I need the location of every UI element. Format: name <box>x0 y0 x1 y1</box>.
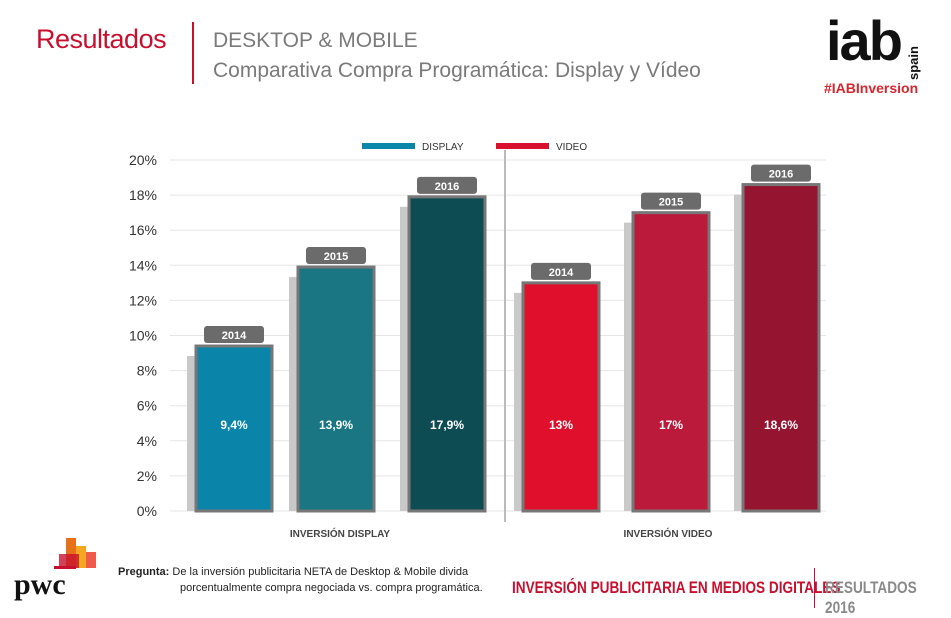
y-tick-label: 6% <box>137 398 157 414</box>
category-label: INVERSIÓN VIDEO <box>624 527 713 540</box>
bar <box>631 211 711 513</box>
header-divider <box>192 22 194 84</box>
section-label: Resultados <box>36 24 167 54</box>
page-subtitle: Comparativa Compra Programática: Display… <box>213 59 701 82</box>
data-label: 9,4% <box>220 418 248 432</box>
legend-label: VIDEO <box>556 142 587 153</box>
bar <box>521 281 601 513</box>
y-tick-label: 8% <box>137 363 157 379</box>
footer-divider <box>814 568 815 608</box>
page-title: DESKTOP & MOBILE <box>213 29 418 52</box>
bar <box>741 183 821 513</box>
data-label: 13% <box>549 418 573 432</box>
bar <box>296 265 376 513</box>
data-label: 17% <box>659 418 683 432</box>
year-tag <box>417 176 477 194</box>
y-tick-label: 16% <box>129 222 157 238</box>
pwc-logo-text: pwc <box>14 568 66 601</box>
year-label: 2015 <box>324 251 348 263</box>
year-tag <box>531 262 591 280</box>
year-tag <box>641 192 701 210</box>
question-line-1: Pregunta: De la inversión publicitaria N… <box>118 566 468 578</box>
y-tick-label: 2% <box>137 468 157 484</box>
bar-chart: 0% 2% 4% 6% 8% 10% 12% 14% 16% 18% 20% DISPLAY VIDEO… <box>129 142 826 540</box>
report-year: RESULTADOS 2016 <box>825 578 917 617</box>
legend-swatch <box>362 143 415 149</box>
year-tag <box>306 247 366 265</box>
y-tick-label: 10% <box>129 328 157 344</box>
year-label: 2014 <box>549 267 574 279</box>
iab-logo: iab <box>826 9 903 72</box>
bar <box>407 195 487 513</box>
legend-label: DISPLAY <box>422 142 464 153</box>
y-tick-label: 18% <box>129 187 157 203</box>
question-line-2: porcentualmente compra negociada vs. com… <box>180 582 483 594</box>
y-tick-label: 4% <box>137 433 157 449</box>
data-label: 13,9% <box>319 418 353 432</box>
question-label: Pregunta: <box>118 566 170 578</box>
year-label: 2014 <box>222 330 247 342</box>
y-tick-label: 12% <box>129 292 157 308</box>
category-label: INVERSIÓN DISPLAY <box>290 527 391 540</box>
year-label: 2016 <box>769 169 793 181</box>
question-text: De la inversión publicitaria NETA de Des… <box>172 566 469 578</box>
year-tag <box>204 326 264 344</box>
y-tick-label: 20% <box>129 152 157 168</box>
year-tag <box>751 164 811 182</box>
report-title: INVERSIÓN PUBLICITARIA EN MEDIOS DIGITAL… <box>512 578 841 597</box>
year-label: 2015 <box>659 197 683 209</box>
pwc-logo-mark <box>54 538 96 569</box>
hashtag: #IABInversion <box>824 80 919 96</box>
data-label: 18,6% <box>764 418 798 432</box>
y-tick-label: 14% <box>129 257 157 273</box>
bar <box>194 344 274 513</box>
legend-swatch <box>496 143 549 149</box>
y-tick-label: 0% <box>137 503 157 519</box>
year-label: 2016 <box>435 181 459 193</box>
data-label: 17,9% <box>430 418 464 432</box>
